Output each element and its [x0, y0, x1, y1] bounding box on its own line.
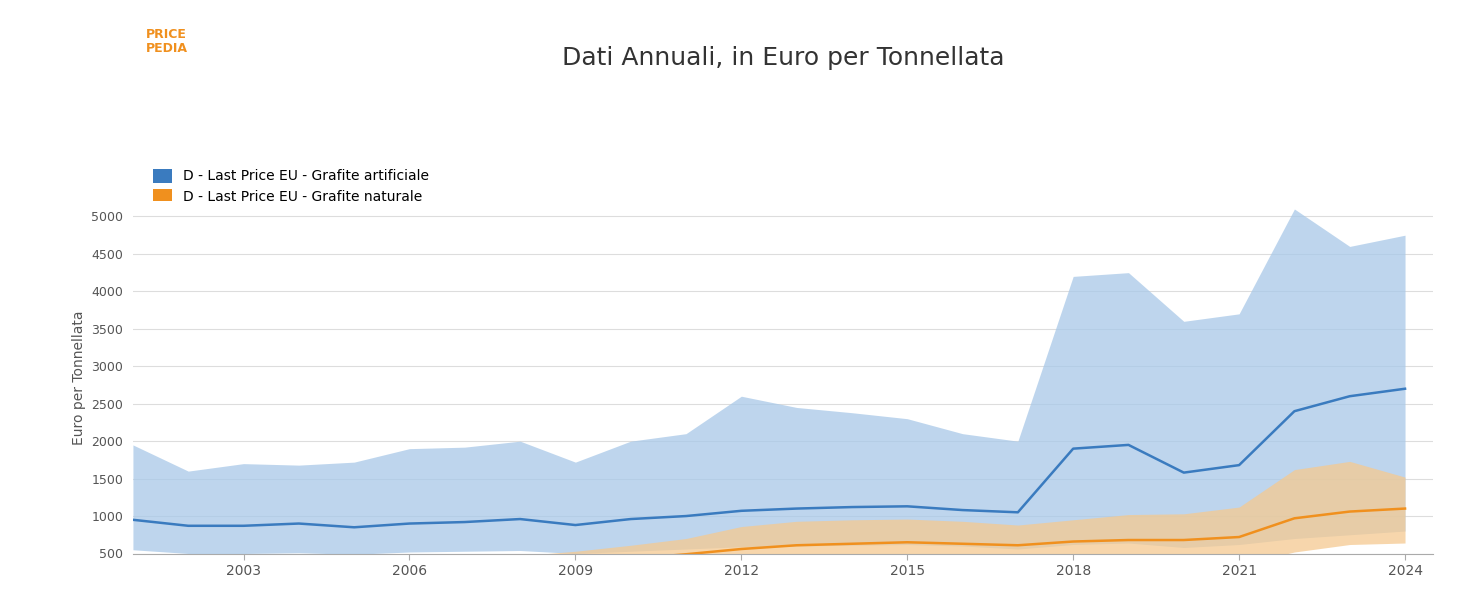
- Legend: D - Last Price EU - Grafite artificiale, D - Last Price EU - Grafite naturale: D - Last Price EU - Grafite artificiale,…: [154, 169, 430, 204]
- Text: PRICE
PEDIA: PRICE PEDIA: [146, 28, 188, 55]
- Y-axis label: Euro per Tonnellata: Euro per Tonnellata: [72, 310, 86, 445]
- Text: Dati Annuali, in Euro per Tonnellata: Dati Annuali, in Euro per Tonnellata: [561, 46, 1004, 70]
